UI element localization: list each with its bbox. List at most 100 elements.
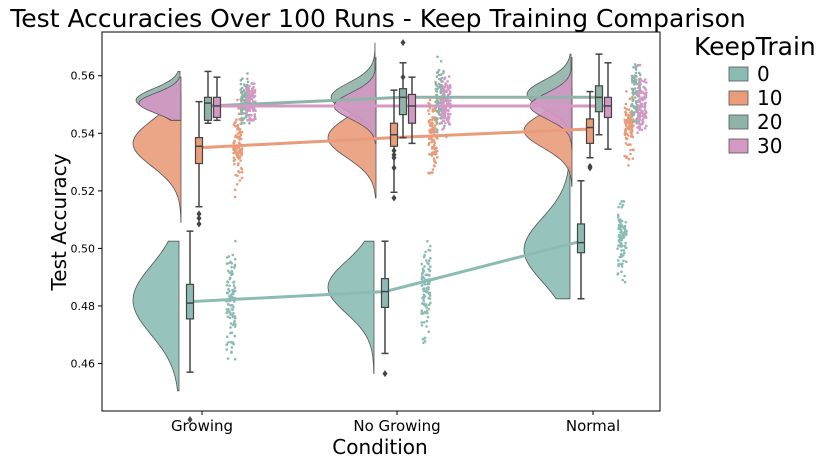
data-point xyxy=(251,91,255,95)
data-point xyxy=(439,60,443,63)
data-point xyxy=(619,220,622,223)
data-point xyxy=(447,75,451,78)
data-point xyxy=(253,107,256,111)
data-point xyxy=(233,325,237,328)
data-point xyxy=(421,275,425,279)
data-point xyxy=(619,202,622,205)
data-point xyxy=(238,179,242,182)
data-point xyxy=(434,152,438,156)
data-point xyxy=(236,98,239,102)
data-point xyxy=(420,284,424,287)
data-point xyxy=(230,269,234,273)
data-point xyxy=(627,164,630,167)
data-point xyxy=(636,93,639,96)
data-point xyxy=(629,148,632,152)
data-point xyxy=(233,121,236,125)
data-point xyxy=(435,128,439,131)
data-point xyxy=(229,304,232,307)
data-point xyxy=(435,84,439,87)
data-point xyxy=(624,136,628,140)
data-point xyxy=(431,139,434,142)
data-point xyxy=(437,82,441,86)
outlier-20 xyxy=(400,39,406,47)
data-point xyxy=(622,249,626,252)
data-point xyxy=(441,90,445,93)
data-point xyxy=(423,310,427,314)
data-point xyxy=(446,115,450,119)
data-point xyxy=(234,323,237,326)
data-point xyxy=(637,105,640,109)
outlier-10 xyxy=(391,147,397,155)
y-tick-label: 0.56 xyxy=(71,70,96,83)
data-point xyxy=(448,90,452,93)
data-point xyxy=(423,340,427,343)
data-point xyxy=(226,315,230,319)
data-point xyxy=(427,112,431,116)
box-0 xyxy=(380,278,390,309)
data-point xyxy=(620,238,623,242)
data-point xyxy=(425,259,428,262)
data-point xyxy=(239,133,243,137)
data-point xyxy=(622,254,625,257)
data-point xyxy=(253,88,257,92)
data-point xyxy=(230,271,234,275)
data-point xyxy=(237,170,240,173)
data-point xyxy=(623,131,627,134)
data-point xyxy=(253,115,256,118)
data-point xyxy=(618,225,621,228)
x-tick-label: Normal xyxy=(566,417,620,435)
data-point xyxy=(229,294,232,297)
data-point xyxy=(633,111,636,114)
data-point xyxy=(632,75,636,79)
data-point xyxy=(240,153,243,157)
data-point xyxy=(631,148,635,151)
data-point xyxy=(427,292,431,296)
strip-layer xyxy=(225,55,648,361)
data-point xyxy=(253,91,257,94)
data-point xyxy=(232,281,235,284)
data-point xyxy=(620,232,624,235)
legend-swatch-30 xyxy=(728,138,749,154)
data-point xyxy=(227,287,230,291)
data-point xyxy=(441,107,445,110)
data-point xyxy=(437,73,441,77)
data-point xyxy=(633,96,637,99)
data-point xyxy=(640,96,644,99)
data-point xyxy=(252,118,256,121)
data-point xyxy=(236,128,239,131)
data-point xyxy=(624,129,627,132)
data-point xyxy=(443,76,447,79)
data-point xyxy=(630,122,634,126)
data-point xyxy=(443,116,447,120)
data-point xyxy=(433,165,436,168)
data-point xyxy=(233,357,237,361)
data-point xyxy=(420,262,424,266)
box-10 xyxy=(585,118,595,144)
data-point xyxy=(631,157,635,160)
data-point xyxy=(630,74,634,78)
data-point xyxy=(428,303,431,307)
outlier-10 xyxy=(196,214,202,222)
data-point xyxy=(442,70,445,73)
data-point xyxy=(230,265,233,269)
data-point xyxy=(637,108,640,112)
data-point xyxy=(426,311,429,315)
data-point xyxy=(248,121,251,125)
data-point xyxy=(642,80,646,83)
data-point xyxy=(642,113,645,116)
data-point xyxy=(633,63,637,66)
data-point xyxy=(620,263,623,266)
data-point xyxy=(643,102,647,105)
data-point xyxy=(425,319,429,323)
data-point xyxy=(239,88,242,91)
data-point xyxy=(638,128,641,131)
data-point xyxy=(437,68,441,72)
data-point xyxy=(428,98,432,102)
data-point xyxy=(638,98,641,101)
data-point xyxy=(234,134,238,137)
data-point xyxy=(241,77,244,80)
data-point xyxy=(623,120,627,123)
data-point xyxy=(233,257,237,261)
